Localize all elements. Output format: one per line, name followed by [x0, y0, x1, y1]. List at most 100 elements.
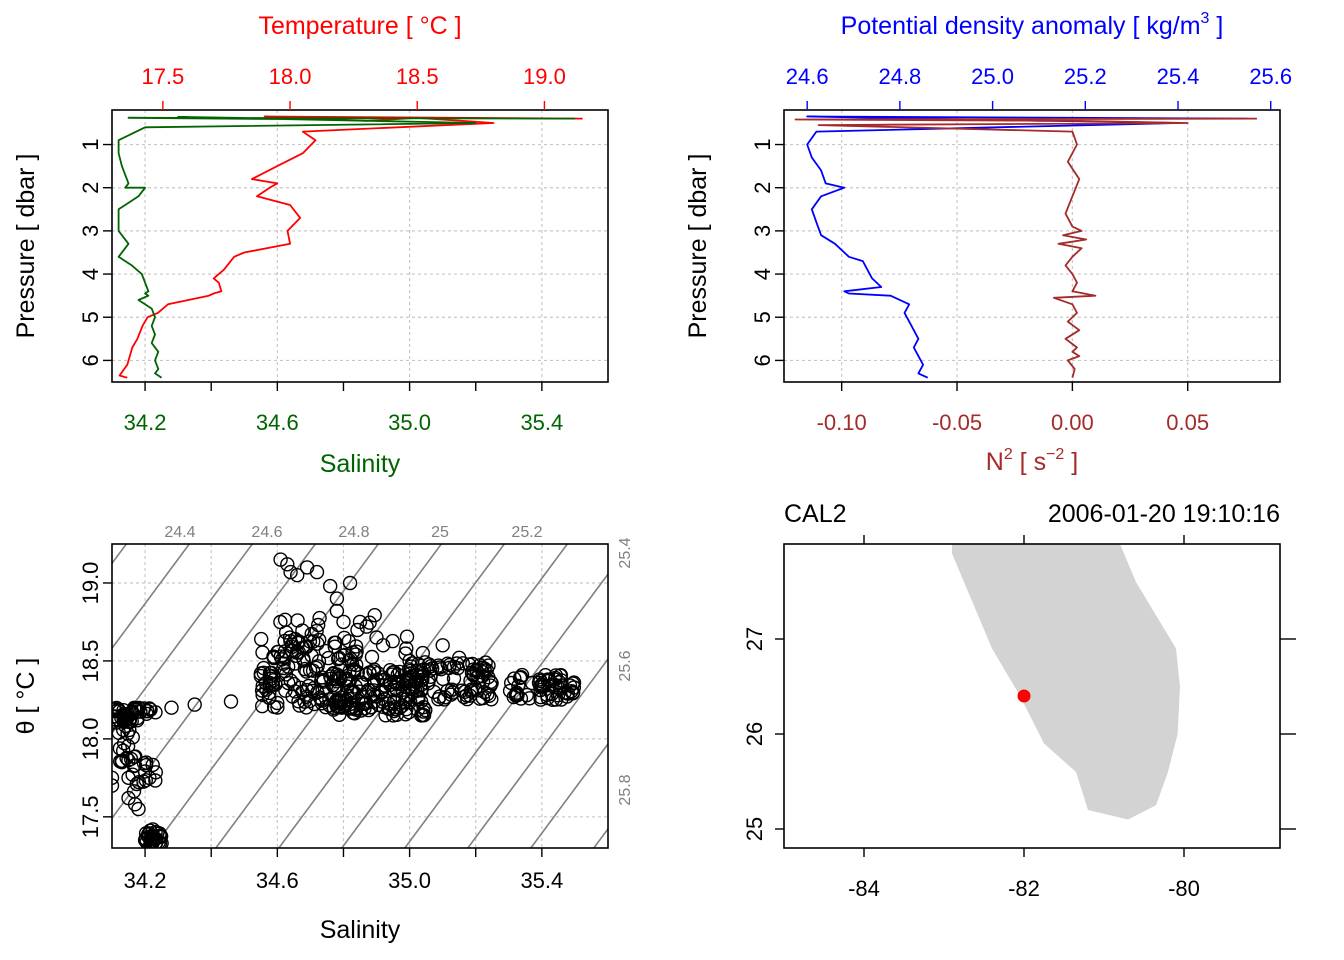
ts-point [560, 686, 575, 701]
ts-point [468, 682, 483, 697]
ts-point [398, 646, 413, 661]
p1-y-axis-title: Pressure [ dbar ] [12, 154, 40, 339]
lon-tick-label: -84 [848, 876, 880, 901]
ts-point [143, 702, 158, 717]
ts-point [321, 650, 336, 666]
p1-plot-frame [111, 109, 609, 383]
ts-point [450, 661, 465, 676]
ts-point [432, 660, 448, 675]
ts-point [323, 578, 338, 594]
ts-point [223, 694, 239, 709]
isopycnal-label-top: 25 [431, 524, 449, 541]
station-marker [1017, 689, 1031, 703]
ts-point [514, 667, 530, 683]
y-tick-label: 18.5 [78, 640, 103, 683]
top-tick-label: 25.0 [971, 64, 1014, 89]
ts-point [290, 568, 305, 583]
bottom-tick-label: 0.00 [1051, 410, 1094, 435]
ts-point [443, 687, 459, 702]
x-tick-label: 34.2 [124, 868, 167, 893]
ts-point [318, 643, 334, 659]
ts-point [164, 700, 179, 715]
ts-point [148, 773, 163, 788]
p1-grid [112, 110, 608, 382]
ts-point [277, 612, 293, 627]
ts-point [479, 663, 494, 678]
p3-points [112, 552, 582, 848]
ts-point [415, 645, 430, 661]
ts-point [362, 615, 377, 630]
ts-point [327, 635, 342, 650]
ts-point [322, 692, 337, 707]
ts-point [336, 614, 351, 630]
isopycnal-line [466, 657, 608, 848]
ts-point [329, 603, 345, 619]
y-tick-label: 3 [750, 225, 775, 237]
isopycnal-label-right: 25.4 [617, 537, 634, 568]
ts-point [145, 757, 160, 773]
top-tick-label: 18.5 [396, 64, 439, 89]
ts-point [291, 694, 306, 709]
ts-point [112, 741, 128, 756]
ts-point [278, 667, 294, 682]
ts-point [342, 575, 358, 591]
ts-point [381, 696, 396, 711]
ts-point [137, 833, 153, 848]
ts-point [344, 701, 359, 716]
ts-point [538, 668, 553, 683]
ts-point [356, 696, 371, 711]
ts-point [127, 797, 143, 812]
y-tick-label: 1 [78, 138, 103, 150]
ts-point [346, 662, 362, 677]
p4-axes: -84 -82 -80 25 26 27 [742, 535, 1296, 901]
series-line-temperature [118, 115, 583, 379]
ts-point [299, 560, 315, 575]
ts-point [327, 639, 342, 654]
ts-point [131, 801, 146, 817]
panel-station-map: -84 -82 -80 25 26 27 CAL2 2006-01-20 19:10:16 [742, 500, 1296, 901]
p4-land [952, 544, 1180, 820]
top-tick-label: 24.8 [878, 64, 921, 89]
isopycnal-label-top: 24.4 [164, 524, 195, 541]
lon-tick-label: -80 [1168, 876, 1200, 901]
lon-tick-label: -82 [1008, 876, 1040, 901]
y-tick-label: 6 [750, 354, 775, 366]
ts-point [125, 730, 141, 745]
ts-point [397, 695, 413, 710]
ts-point [363, 700, 378, 715]
ts-point [387, 674, 402, 689]
y-tick-label: 4 [750, 268, 775, 280]
top-tick-label: 25.2 [1064, 64, 1107, 89]
p3-x-axis-title: Salinity [320, 916, 401, 944]
x-tick-label: 35.4 [520, 868, 563, 893]
ts-point [266, 699, 282, 714]
x-tick-label: 34.6 [256, 868, 299, 893]
p3-y-axis-title: θ [ °C ] [12, 658, 40, 735]
ts-point [509, 685, 524, 700]
ts-point [118, 718, 133, 734]
y-tick-label: 4 [78, 268, 103, 280]
isopycnal-line [112, 544, 317, 820]
ts-point [381, 701, 396, 716]
y-tick-label: 19.0 [78, 562, 103, 605]
lat-tick-label: 27 [742, 627, 767, 651]
ts-point [364, 649, 380, 665]
ts-point [466, 666, 481, 682]
p1-series [117, 115, 583, 379]
y-tick-label: 2 [750, 182, 775, 194]
ts-point [435, 671, 451, 687]
p2-series [794, 115, 1257, 379]
ts-point [148, 765, 164, 780]
ts-point [562, 678, 578, 693]
ts-point [115, 743, 131, 758]
ts-point [283, 564, 298, 580]
ts-point [435, 638, 450, 653]
ts-point [404, 659, 419, 674]
isopycnal-label-top: 24.8 [338, 524, 369, 541]
isopycnal-line [112, 544, 254, 735]
ts-point [385, 633, 400, 649]
series-line-n2 [794, 117, 1257, 378]
top-tick-label: 24.6 [786, 64, 829, 89]
